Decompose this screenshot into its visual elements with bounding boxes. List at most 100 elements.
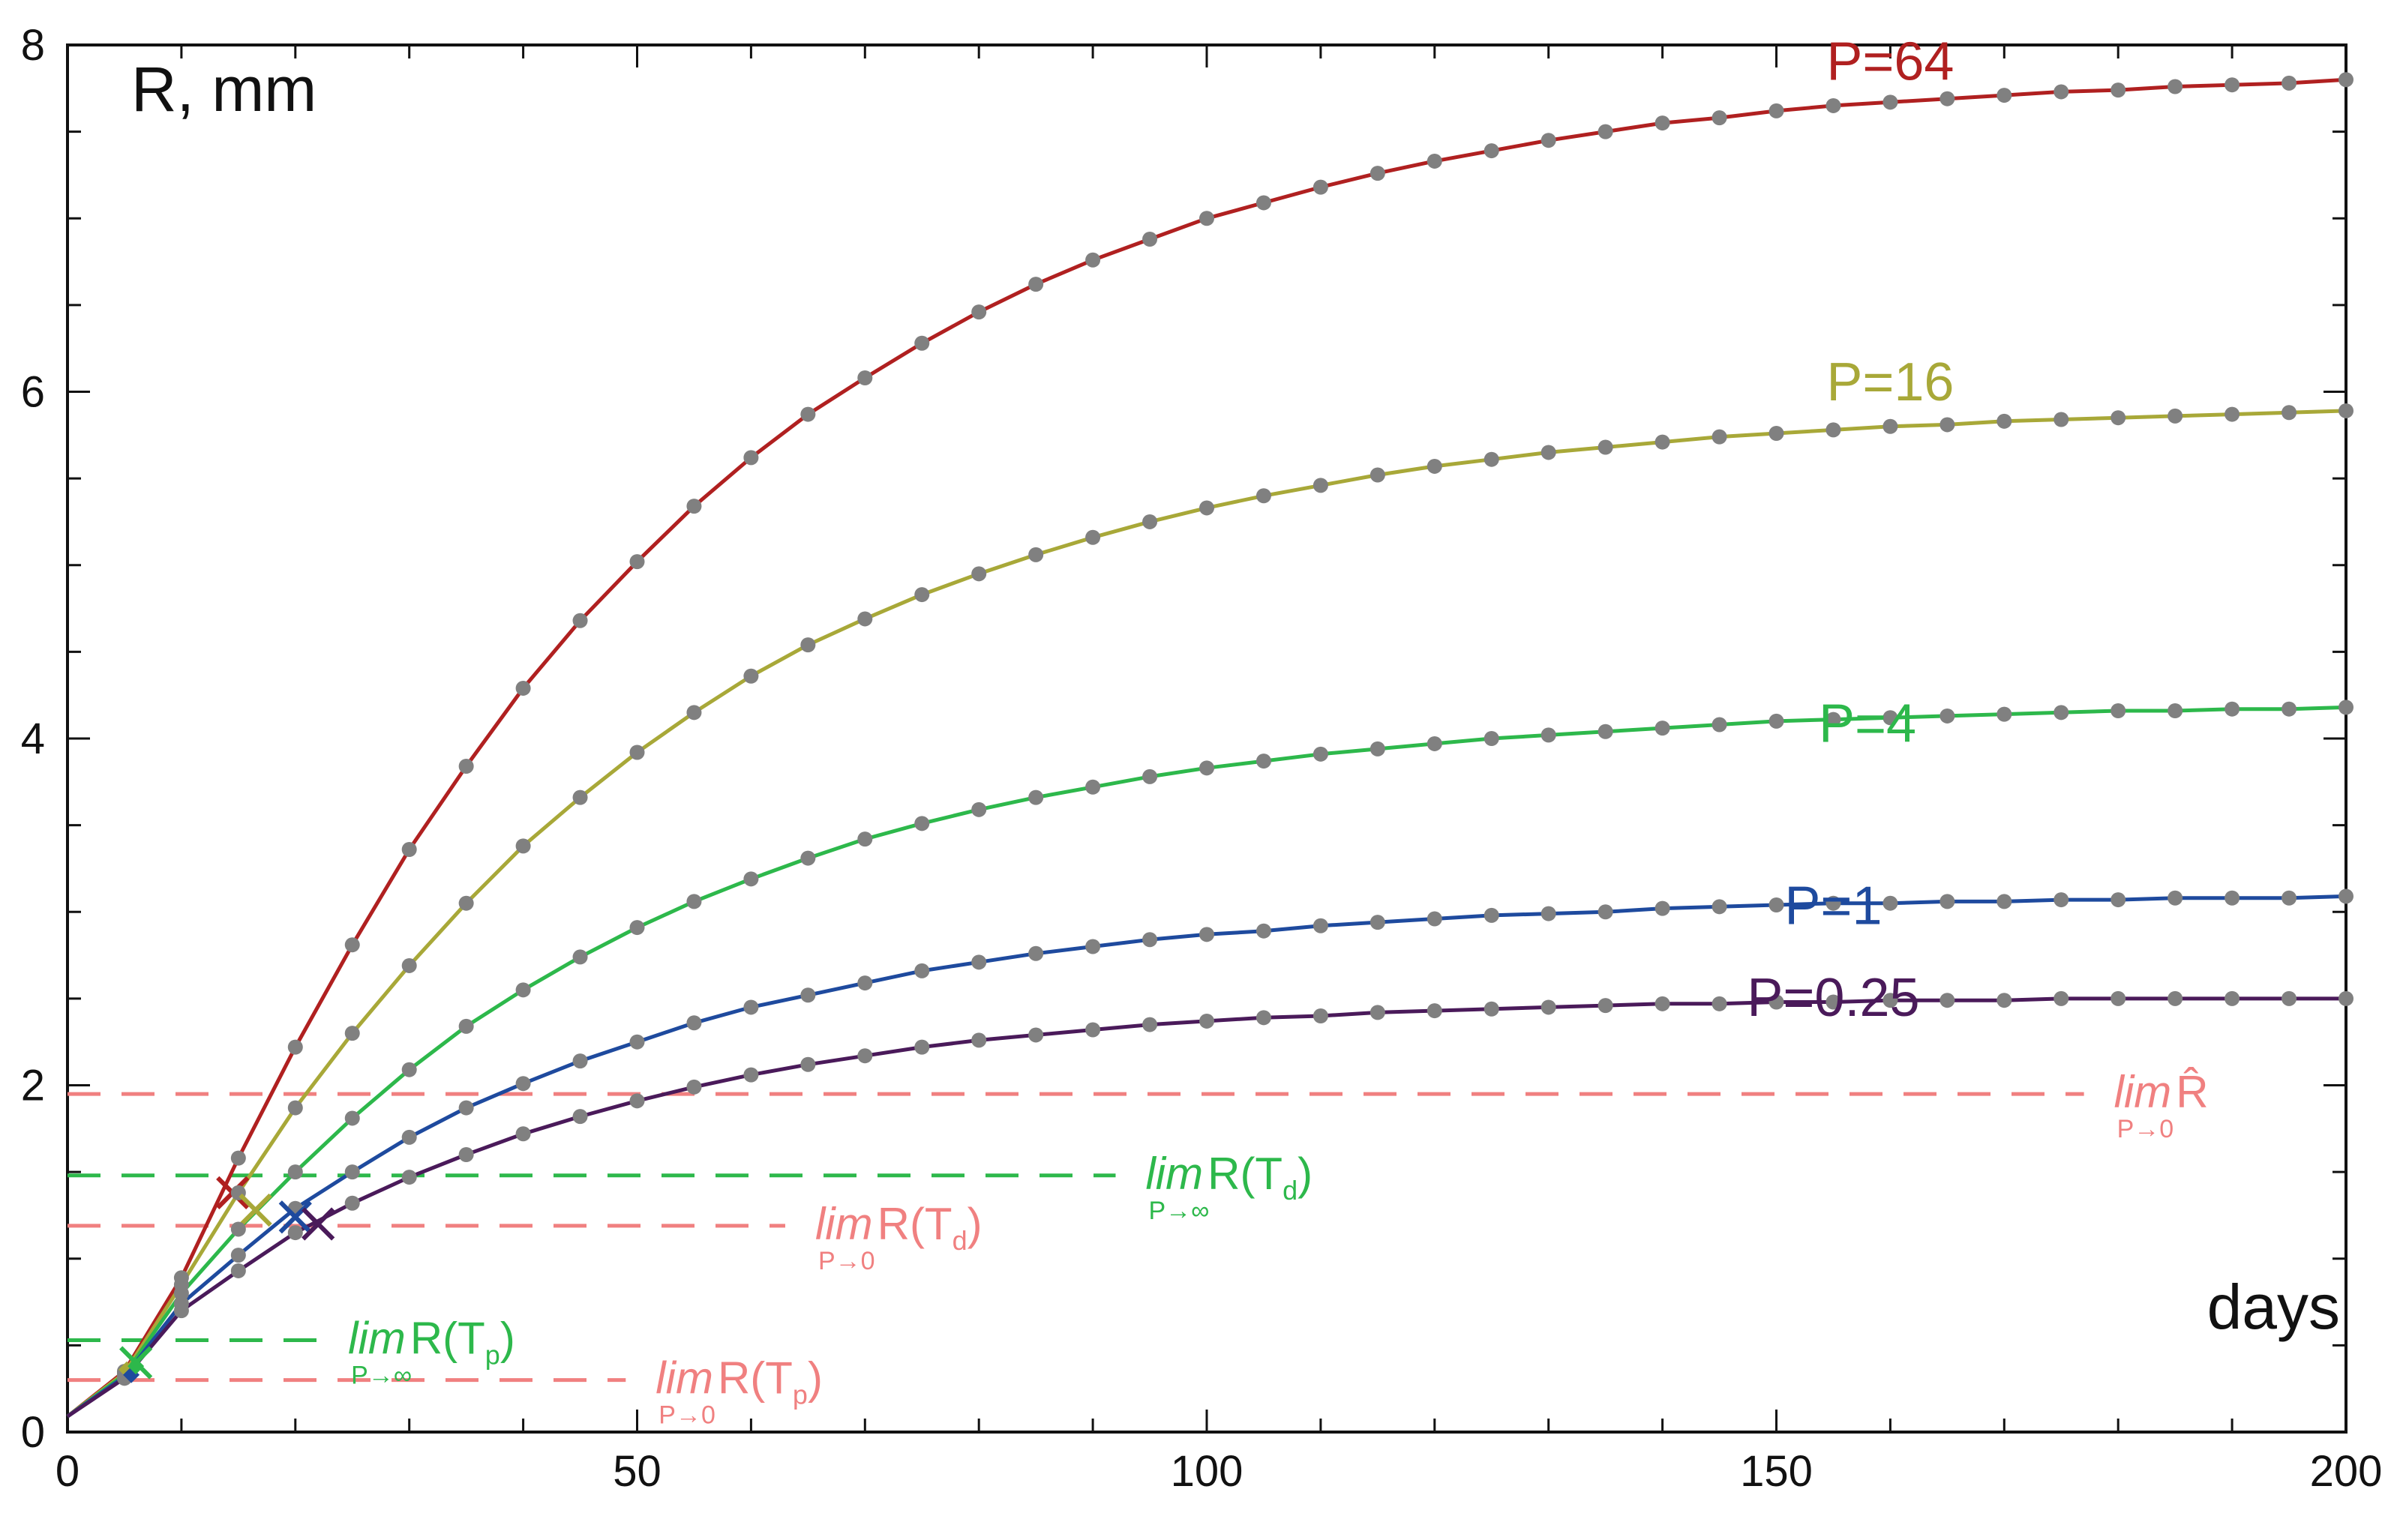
series-label: P=16 — [1826, 352, 1954, 412]
data-point — [344, 1195, 360, 1211]
data-point — [1712, 429, 1727, 445]
data-point — [1712, 996, 1727, 1011]
data-point — [1370, 166, 1385, 181]
data-point — [1712, 110, 1727, 126]
data-point — [743, 999, 759, 1015]
data-point — [686, 1079, 702, 1095]
data-point — [1028, 277, 1044, 292]
data-point — [2338, 700, 2354, 715]
lim-word: lim — [1145, 1149, 1203, 1199]
data-point — [971, 1032, 987, 1048]
series-line-P=16 — [66, 409, 2347, 1419]
lim-expression: R(T — [718, 1353, 793, 1404]
data-point — [2054, 84, 2069, 100]
lim-p0-tp-subscript: P→0 — [658, 1401, 716, 1430]
data-point — [1712, 717, 1727, 733]
series-line-P=4 — [66, 705, 2347, 1419]
data-point — [287, 1039, 303, 1055]
data-point — [230, 1263, 246, 1278]
data-point — [2282, 405, 2297, 421]
data-point — [1199, 500, 1214, 516]
series-label: P=4 — [1819, 694, 1916, 754]
data-point — [1484, 1001, 1499, 1017]
lim-p0-td-subscript: P→0 — [818, 1247, 875, 1275]
data-point — [287, 1164, 303, 1180]
data-point — [1826, 895, 1841, 911]
data-point — [1484, 907, 1499, 923]
data-point — [1598, 904, 1613, 920]
data-point — [1540, 445, 1556, 460]
data-point — [1882, 895, 1898, 911]
reference-lines — [68, 1092, 2084, 1383]
data-point — [1996, 894, 2012, 909]
data-point — [1028, 547, 1044, 562]
data-point — [515, 1126, 531, 1142]
lim-close-paren: ) — [500, 1313, 515, 1363]
data-point — [1312, 179, 1328, 195]
data-point — [515, 838, 531, 854]
series-line-P=1 — [66, 894, 2347, 1419]
data-point — [572, 949, 588, 965]
axes-frame: 0 50 100 150 200 0 2 4 6 8 — [21, 21, 2383, 1496]
data-point — [2110, 892, 2126, 908]
data-point — [1768, 994, 1784, 1010]
data-point — [1654, 900, 1670, 916]
data-point — [914, 963, 930, 978]
data-point — [1882, 710, 1898, 726]
lim-p0-rhat-label: lim R̂ — [2114, 1067, 2209, 1117]
data-point — [1199, 1013, 1214, 1029]
data-point — [1256, 754, 1271, 769]
data-point — [2224, 406, 2240, 422]
data-point — [1085, 529, 1101, 545]
data-point — [629, 920, 645, 936]
data-point — [458, 759, 474, 774]
data-point — [1028, 789, 1044, 805]
data-point — [971, 801, 987, 817]
data-point — [515, 680, 531, 696]
lim-expression: R̂ — [2176, 1067, 2208, 1117]
data-point — [1142, 932, 1158, 948]
data-point — [2054, 412, 2069, 427]
data-point — [1426, 458, 1442, 474]
data-point — [743, 450, 759, 466]
data-point — [2282, 890, 2297, 906]
data-point — [743, 1067, 759, 1083]
data-point — [1826, 712, 1841, 727]
data-point — [2224, 701, 2240, 717]
data-point — [1312, 1008, 1328, 1023]
lim-p0-rhat-subscript: P→0 — [2117, 1115, 2174, 1143]
data-point — [2224, 990, 2240, 1006]
data-point — [2224, 890, 2240, 906]
lim-expression: R(T — [878, 1199, 952, 1249]
data-point — [1540, 999, 1556, 1015]
data-point — [173, 1303, 189, 1319]
data-point — [1312, 746, 1328, 762]
data-point — [1484, 143, 1499, 159]
data-point — [287, 1225, 303, 1241]
data-point — [230, 1221, 246, 1237]
data-point — [1768, 897, 1784, 912]
data-point — [914, 1039, 930, 1055]
data-point — [1085, 939, 1101, 954]
data-point — [458, 1100, 474, 1116]
data-point — [230, 1150, 246, 1166]
series-label: P=64 — [1826, 31, 1954, 91]
data-point — [857, 611, 873, 627]
lim-time-subscript: p — [793, 1380, 808, 1410]
data-point — [2110, 703, 2126, 718]
data-point — [458, 895, 474, 911]
data-point — [1256, 923, 1271, 939]
data-point — [515, 1076, 531, 1092]
data-point — [629, 1093, 645, 1109]
data-point — [2054, 990, 2069, 1006]
data-point — [1940, 91, 1955, 106]
lim-close-paren: ) — [968, 1199, 982, 1249]
lim-pinf-td-subscript: P→∞ — [1148, 1197, 1209, 1225]
data-point — [857, 975, 873, 991]
data-point — [1370, 1005, 1385, 1020]
x-axis-title: days — [2207, 1272, 2340, 1342]
data-point — [1085, 252, 1101, 268]
data-point — [2168, 79, 2183, 94]
data-point — [800, 987, 816, 1003]
data-point — [629, 554, 645, 570]
